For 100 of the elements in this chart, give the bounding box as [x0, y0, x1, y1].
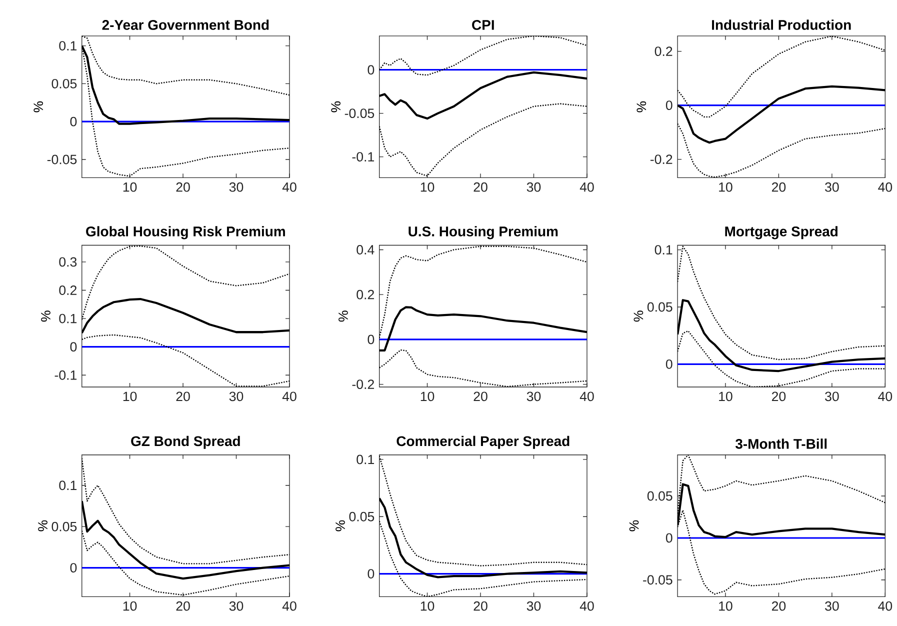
line-series [379, 36, 587, 76]
x-tick-label: 10 [719, 182, 732, 192]
line-series [82, 530, 290, 596]
y-tick-label: 0.1 [59, 314, 77, 324]
x-tick-label: 30 [229, 601, 244, 611]
y-axis-title: % [336, 520, 345, 532]
chart-title: Industrial Production [712, 20, 851, 30]
chart-title: GZ Bond Spread [131, 436, 240, 449]
x-tick-label: 20 [176, 601, 190, 611]
chart-title: Commercial Paper Spread [396, 436, 570, 449]
x-tick-label: 10 [123, 601, 137, 611]
y-tick-label: 0.2 [654, 46, 672, 56]
y-axis-title: % [34, 101, 44, 112]
x-tick-label: 30 [825, 182, 839, 192]
line-series [678, 123, 886, 178]
chart-title: 2-Year Government Bond [102, 20, 269, 30]
y-tick-label: 0.1 [59, 480, 77, 490]
line-series [379, 497, 587, 578]
line-series [82, 36, 290, 96]
y-tick-label: 0 [368, 65, 374, 75]
x-tick-label: 40 [878, 182, 892, 192]
chart-title: 3-Month T-Bill [735, 438, 827, 449]
chart-title: Mortgage Spread [725, 226, 838, 240]
y-axis-title: % [636, 101, 646, 112]
x-tick-label: 10 [420, 182, 434, 192]
x-tick-label: 20 [176, 392, 190, 402]
y-tick-label: 0 [368, 334, 374, 344]
x-tick-label: 10 [123, 392, 137, 402]
x-tick-label: 40 [878, 601, 892, 611]
x-tick-label: 40 [580, 182, 594, 192]
y-axis-title: % [338, 310, 348, 322]
line-series [379, 455, 587, 566]
y-tick-label: 0.2 [356, 290, 374, 300]
y-tick-label: -0.2 [650, 154, 672, 164]
x-tick-label: 10 [123, 182, 137, 192]
x-tick-label: 30 [526, 392, 541, 402]
line-series [678, 246, 886, 360]
x-tick-label: 20 [474, 392, 488, 402]
y-tick-label: 0.05 [52, 522, 77, 532]
line-series [678, 36, 886, 118]
x-tick-label: 40 [580, 601, 594, 611]
line-series [82, 500, 290, 580]
line-series [678, 299, 886, 372]
x-tick-label: 10 [719, 392, 732, 402]
x-tick-label: 20 [772, 392, 786, 402]
y-tick-label: 0 [70, 342, 77, 352]
y-tick-label: 0.3 [59, 257, 77, 267]
line-series [678, 85, 886, 144]
y-axis-title: % [634, 310, 644, 322]
x-tick-label: 20 [176, 182, 190, 192]
line-series [379, 103, 587, 177]
x-tick-label: 30 [526, 601, 541, 611]
chart-title: Global Housing Risk Premium [86, 226, 285, 240]
line-series [379, 306, 587, 352]
x-tick-label: 30 [825, 601, 839, 611]
line-series [678, 330, 886, 388]
x-tick-label: 10 [420, 392, 434, 402]
x-tick-label: 30 [526, 182, 541, 192]
line-series [82, 246, 290, 320]
x-tick-label: 30 [825, 392, 839, 402]
chart-title: U.S. Housing Premium [408, 226, 558, 240]
line-series [379, 349, 587, 388]
x-tick-label: 10 [420, 601, 434, 611]
x-tick-label: 20 [772, 182, 786, 192]
y-tick-label: 0 [666, 359, 672, 369]
y-tick-label: 0 [70, 116, 77, 126]
x-tick-label: 40 [282, 601, 296, 611]
x-tick-label: 40 [282, 392, 296, 402]
x-tick-label: 30 [229, 182, 244, 192]
y-tick-label: 0.05 [349, 512, 374, 522]
y-axis-title: % [41, 310, 50, 322]
x-tick-label: 40 [580, 392, 594, 402]
y-tick-label: 0 [666, 533, 672, 543]
y-tick-label: 0 [368, 569, 374, 579]
x-tick-label: 40 [878, 392, 892, 402]
x-tick-label: 20 [474, 182, 488, 192]
y-tick-label: 0 [70, 563, 77, 573]
x-tick-label: 20 [474, 601, 488, 611]
y-tick-label: 0.2 [59, 286, 76, 295]
y-axis-title: % [38, 520, 48, 532]
y-tick-label: 0.1 [356, 454, 374, 464]
y-tick-label: 0.1 [59, 41, 77, 51]
y-tick-label: -0.05 [643, 575, 672, 585]
y-tick-label: 0.05 [647, 491, 672, 501]
chart-title: CPI [472, 20, 494, 30]
y-tick-label: 0.4 [356, 245, 374, 254]
y-tick-label: 0.05 [647, 302, 672, 312]
y-tick-label: 0 [666, 100, 672, 110]
y-tick-label: -0.05 [344, 108, 374, 118]
x-tick-label: 10 [719, 601, 732, 611]
x-tick-label: 40 [282, 182, 296, 192]
y-axis-title: % [629, 520, 639, 532]
y-tick-label: 0.1 [654, 245, 672, 255]
y-tick-label: -0.1 [54, 370, 77, 380]
line-series [379, 246, 587, 339]
x-tick-label: 20 [772, 601, 786, 611]
y-tick-label: 0.05 [52, 79, 77, 88]
x-tick-label: 30 [229, 392, 244, 402]
y-tick-label: -0.05 [47, 154, 77, 164]
y-axis-title: % [331, 101, 340, 112]
